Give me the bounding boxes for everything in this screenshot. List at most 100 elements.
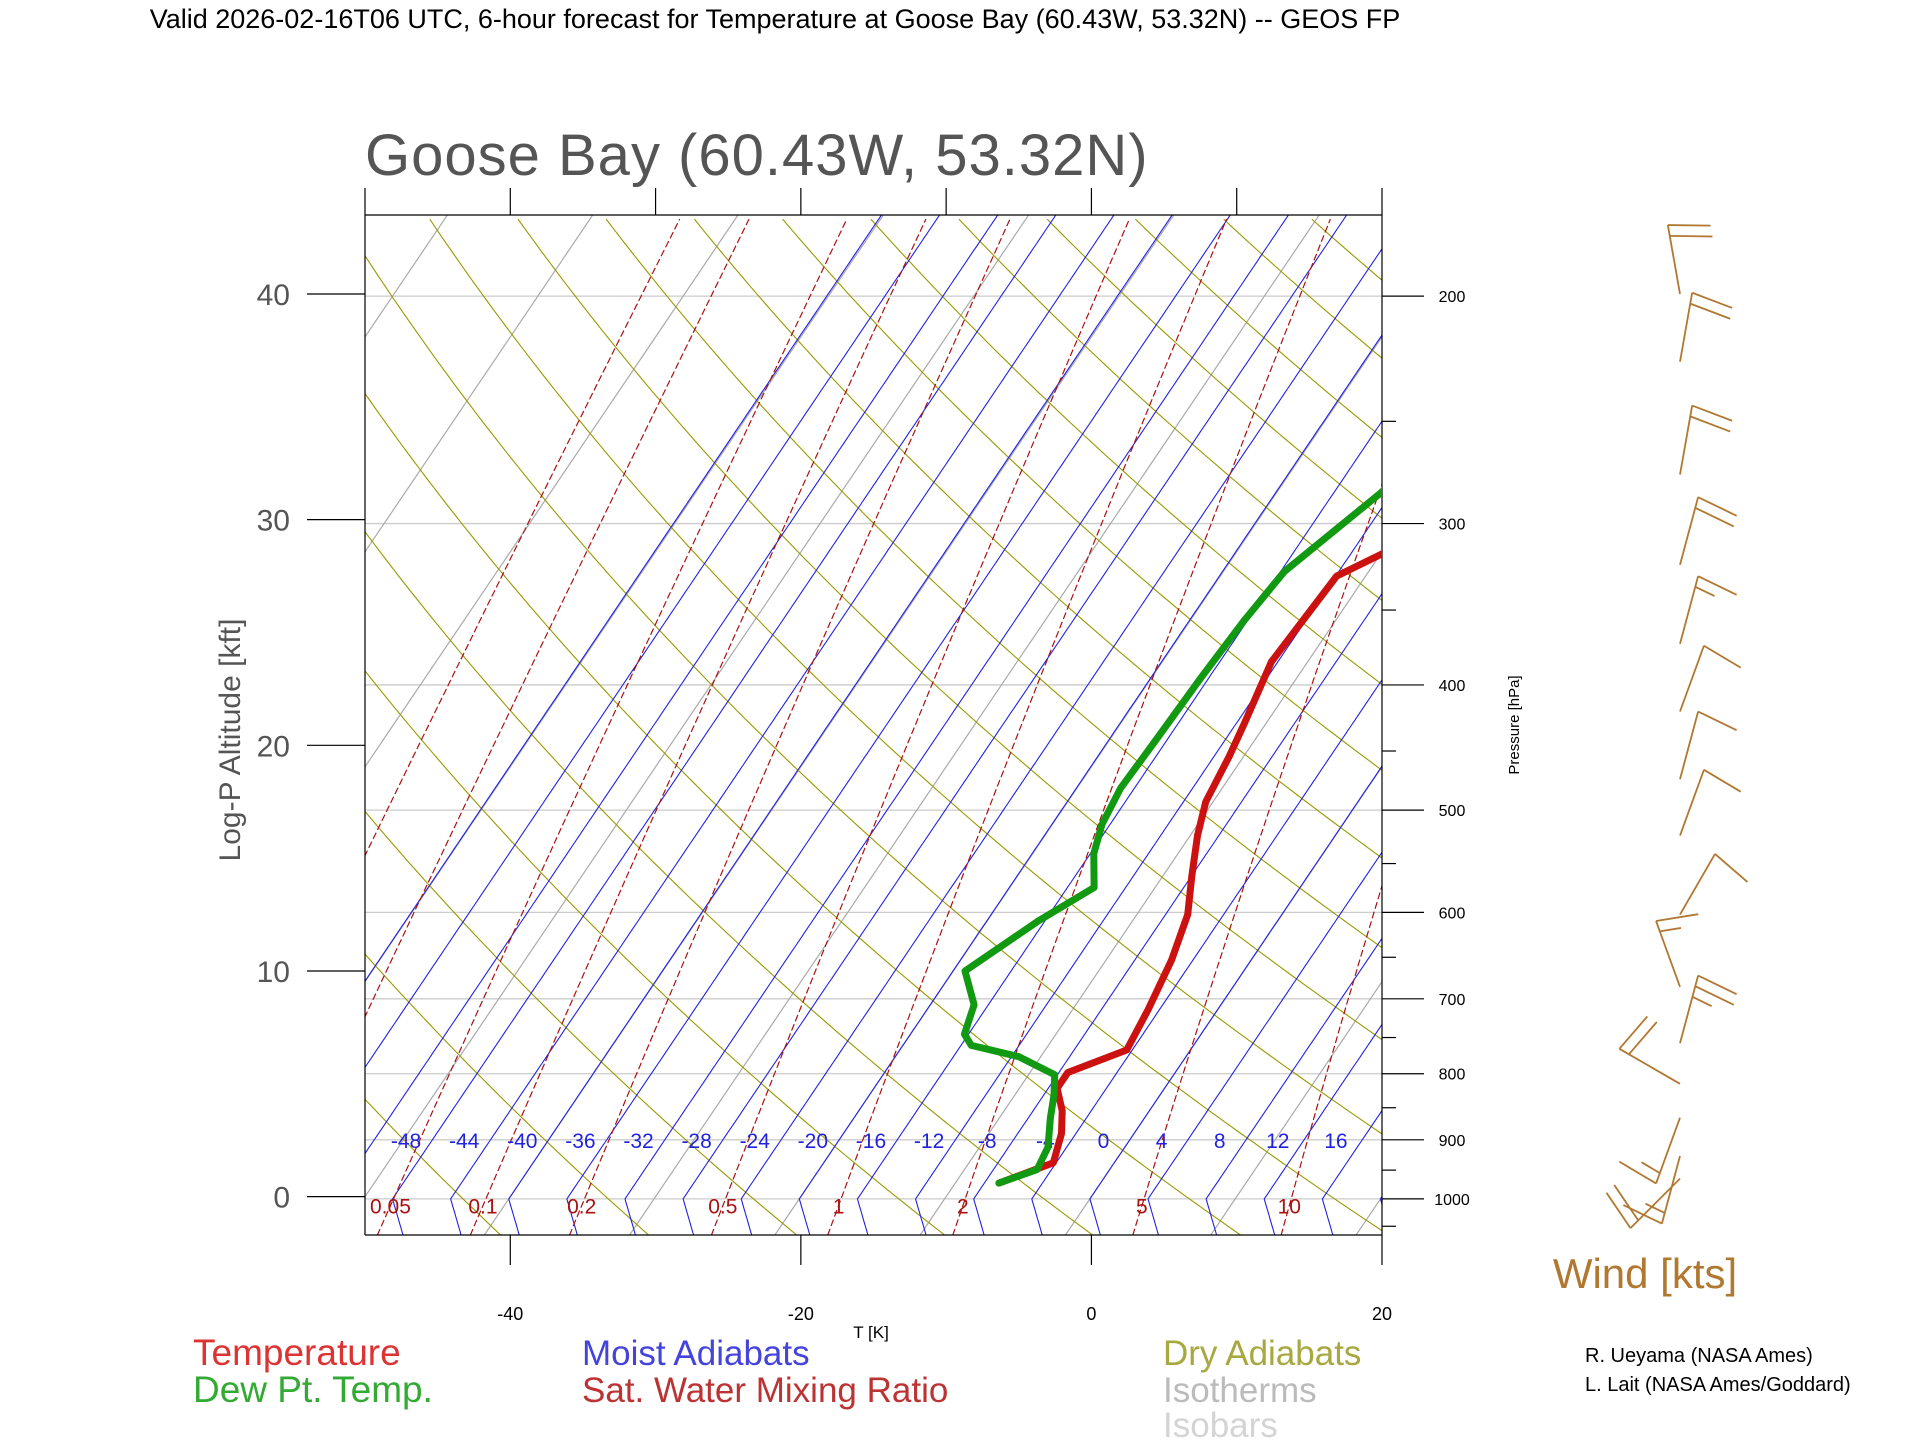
p-tick-label: 800 [1439,1067,1466,1084]
p-tick-label: 500 [1439,803,1466,820]
moist-adiabat--36 [566,215,1231,1235]
temperature-line [995,549,1382,1187]
dry-adiabat-250 [365,810,798,1235]
credit-line-2: L. Lait (NASA Ames/Goddard) [1585,1374,1851,1396]
p-tick-label: 1000 [1434,1192,1470,1209]
moist-adiabat-28 [1497,212,1920,1235]
barb-full [1703,644,1742,669]
mixing-label: 0.2 [567,1196,596,1219]
mixing-ratio-1 [827,218,1227,1235]
moist-adiabat-32 [1555,212,1920,1235]
moist-adiabat--60 [365,215,883,983]
mixing-ratio-20 [1440,220,1728,1236]
moist-adiabat--4 [1031,678,1382,1235]
p-tick-label: 400 [1439,678,1466,695]
wind-barb [1622,1155,1681,1225]
isotherm--70 [365,215,739,768]
moist-adiabat--52 [365,215,999,1155]
dry-adiabat-230 [365,1098,502,1235]
wind-barbs [1605,224,1748,1229]
legend-isotherms: Isotherms [1163,1371,1317,1410]
header-title: Valid 2026-02-16T06 UTC, 6-hour forecast… [150,4,1401,34]
moist-label: 16 [1324,1130,1347,1153]
p-tick-label: 200 [1439,289,1466,306]
moist-label: -40 [507,1130,537,1153]
dry-adiabat-220 [0,220,353,1236]
barb-full [1618,1160,1657,1185]
legend-temperature: Temperature [193,1332,401,1373]
legend-dry-adiabats: Dry Adiabats [1163,1334,1361,1373]
barb-full [1655,913,1699,922]
moist-adiabat-16 [1321,1109,1382,1235]
barb-half [1640,1161,1661,1174]
dry-adiabat-290 [365,254,1382,1232]
dry-adiabat-330 [694,218,1382,859]
moist-adiabat--8 [973,592,1382,1235]
isotherm--30 [629,215,1320,1235]
barb-full [1622,1204,1663,1225]
legend: Temperature Dew Pt. Temp. Moist Adiabats… [193,1332,1361,1440]
x-tick-label: 0 [1086,1304,1096,1324]
chart-title: Goose Bay (60.43W, 53.32N) [365,123,1149,188]
moist-adiabat--40 [508,215,1173,1235]
moist-adiabat-36 [1613,212,1920,1235]
mixing-ratio-5 [1132,482,1382,1235]
mixing-ratio-0.02 [365,218,750,1018]
y-tick-label: 30 [257,505,290,538]
barb-full [1703,769,1742,793]
mixing-ratio-0.05 [376,218,848,1235]
wind-barb [1679,575,1738,645]
moist-label: -12 [914,1130,944,1153]
barb-full [1628,1021,1658,1055]
mixing-label: 0.5 [708,1196,737,1219]
x-tick-label: -20 [788,1304,814,1324]
moist-adiabat--16 [856,420,1382,1235]
barb-full [1714,853,1748,883]
dry-adiabat-lines [0,218,1920,1236]
moist-adiabat-lines [365,212,1920,1235]
dry-adiabat-240 [365,953,650,1235]
p-tick-label: 600 [1439,905,1466,922]
dewpoint-line [960,487,1382,1187]
moist-label: -8 [978,1130,997,1153]
legend-moist-adiabats: Moist Adiabats [582,1334,810,1373]
mixing-label: 1 [833,1196,845,1219]
moist-label: -28 [681,1130,711,1153]
y-tick-label: 40 [257,279,290,312]
credit-line-1: R. Ueyama (NASA Ames) [1585,1345,1813,1367]
wind-barb [1679,769,1742,836]
dry-adiabat-430 [1577,220,1920,1236]
moist-label: 4 [1156,1130,1168,1153]
p-tick-label: 900 [1439,1133,1466,1150]
mixing-ratio-lines [365,218,1728,1236]
wind-barb [1679,710,1738,780]
dry-adiabat-370 [1046,218,1382,519]
isotherm--80 [365,215,594,553]
wind-barb [1679,291,1733,362]
wind-barb [1679,853,1748,916]
moist-label: 12 [1266,1130,1289,1153]
barb-full [1694,506,1735,528]
y-tick-label: 20 [257,730,290,763]
moist-adiabat-0 [1089,765,1382,1235]
barb-half [1692,996,1713,1007]
moist-label: 0 [1098,1130,1110,1153]
barb-full [1669,234,1713,238]
wind-barb [1679,974,1738,1044]
moist-label: -36 [565,1130,595,1153]
moist-label: 8 [1214,1130,1226,1153]
series-layer [960,487,1382,1187]
barb-full [1697,710,1738,731]
y-tick-label: 0 [273,1182,290,1215]
barb-staff [1679,496,1699,566]
barb-staff [1679,292,1694,362]
dry-adiabat-390 [1223,218,1382,359]
wind-barb [1679,404,1733,475]
dry-adiabat-260 [365,670,946,1235]
moist-label: -24 [740,1130,771,1153]
wind-barb [1618,1117,1681,1185]
mixing-label: 0.1 [468,1196,497,1219]
legend-isobars: Isobars [1163,1406,1278,1440]
barb-full [1697,496,1738,517]
grid-labels: -48 -44 -40 -36 -32 -28 -24 -20 -16 -12 -8 -4 0 4 8 12 1… [370,1130,1348,1219]
